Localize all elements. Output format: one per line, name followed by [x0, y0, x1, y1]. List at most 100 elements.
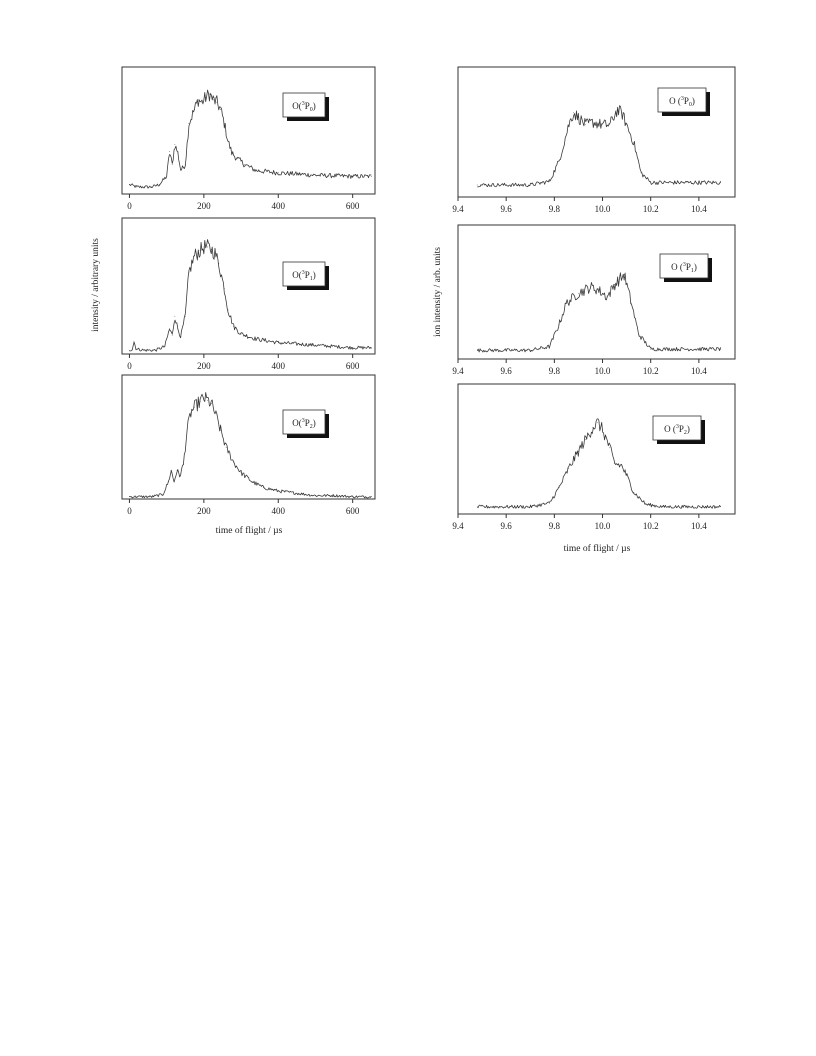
x-tick-label: 9.6 — [501, 204, 513, 214]
data-point — [223, 288, 225, 289]
data-point — [180, 335, 182, 337]
data-point — [129, 496, 130, 498]
data-point — [212, 99, 214, 101]
x-tick-label: 200 — [197, 201, 211, 211]
plot-frame — [121, 66, 376, 195]
data-point — [558, 487, 560, 488]
data-point — [633, 491, 635, 493]
data-point — [179, 475, 181, 477]
series-trace — [129, 392, 372, 499]
data-point — [352, 496, 354, 498]
data-point — [626, 475, 628, 476]
legend-label: O (3P2) — [664, 424, 690, 436]
data-point — [597, 422, 599, 423]
data-point — [233, 461, 235, 463]
chart-panel-right-mid: 9.4 9.6 9.8 10.0 10.2 10.4 O (3P1) ion intensit… — [433, 224, 736, 376]
data-point — [135, 348, 137, 350]
data-point — [597, 289, 599, 290]
data-point — [227, 140, 229, 142]
data-point — [370, 496, 372, 498]
x-axis-label: time of flight / µs — [564, 543, 631, 554]
legend-box — [659, 253, 709, 279]
data-point — [205, 97, 207, 98]
data-point — [609, 124, 611, 126]
data-point — [352, 347, 354, 349]
data-point — [169, 151, 171, 153]
data-point — [231, 152, 233, 154]
plot-frame — [457, 66, 736, 198]
data-point — [199, 401, 201, 402]
data-point — [177, 152, 179, 154]
data-point — [173, 481, 175, 483]
legend-label: O(3P0) — [292, 101, 316, 113]
data-point — [136, 496, 138, 498]
data-point — [626, 124, 628, 126]
x-tick-label: 200 — [197, 361, 211, 371]
data-point — [171, 334, 173, 336]
x-tick-label: 9.4 — [452, 204, 464, 214]
data-point — [170, 469, 172, 471]
data-point — [216, 101, 218, 103]
data-point — [188, 123, 190, 124]
x-tick-label: 10.0 — [595, 366, 611, 376]
data-point — [136, 186, 138, 188]
data-point — [606, 296, 608, 298]
data-point — [133, 341, 135, 342]
data-point — [277, 342, 279, 344]
data-point — [132, 348, 133, 350]
data-point — [207, 399, 208, 401]
data-point — [180, 170, 182, 171]
plot-frame — [457, 383, 736, 515]
data-point — [621, 112, 623, 114]
x-tick-label: 400 — [272, 506, 286, 516]
data-point — [370, 175, 372, 177]
chart-panel-right-top: 9.4 9.6 9.8 10.0 10.2 10.4 O (3P0) — [452, 66, 736, 214]
data-point — [296, 492, 298, 494]
data-point — [720, 506, 721, 508]
x-tick-label: 200 — [197, 506, 211, 516]
data-point — [182, 464, 184, 465]
series-trace — [476, 272, 721, 353]
y-axis-label: ion intensity / arb. units — [433, 247, 443, 337]
data-point — [225, 446, 227, 448]
legend-label: O(3P2) — [292, 418, 316, 430]
data-point — [174, 144, 176, 146]
data-point — [549, 346, 550, 347]
data-point — [188, 271, 190, 273]
data-point — [255, 170, 257, 171]
x-tick-label: 600 — [346, 201, 360, 211]
data-point — [240, 333, 242, 335]
data-point — [151, 496, 153, 498]
data-point — [476, 506, 478, 508]
data-point — [602, 429, 603, 431]
data-point — [585, 438, 587, 440]
data-point — [609, 447, 611, 449]
data-point — [240, 472, 242, 473]
legend-box — [657, 87, 707, 113]
chart-panel-right-bot: 9.4 9.6 9.8 10.0 10.2 10.4 O (3P2) time of flig… — [452, 383, 736, 554]
data-point — [197, 99, 199, 101]
data-point — [129, 184, 130, 185]
series-trace — [129, 239, 372, 352]
data-point — [176, 469, 178, 471]
legend-label: O(3P1) — [292, 270, 316, 282]
data-point — [277, 172, 279, 174]
data-point — [578, 451, 579, 452]
data-point — [650, 348, 652, 350]
data-point — [529, 506, 531, 508]
data-point — [251, 481, 253, 483]
data-point — [277, 490, 279, 492]
data-point — [585, 124, 587, 126]
data-point — [203, 397, 205, 399]
legend-label: O (3P0) — [669, 96, 695, 108]
data-point — [209, 93, 210, 95]
legend-box — [282, 261, 326, 287]
data-point — [186, 429, 188, 431]
data-point — [162, 494, 164, 495]
data-point — [633, 142, 635, 144]
x-tick-label: 600 — [346, 506, 360, 516]
legend-box — [282, 409, 326, 435]
x-tick-label: 0 — [127, 506, 132, 516]
data-point — [184, 164, 186, 166]
data-point — [565, 302, 567, 304]
